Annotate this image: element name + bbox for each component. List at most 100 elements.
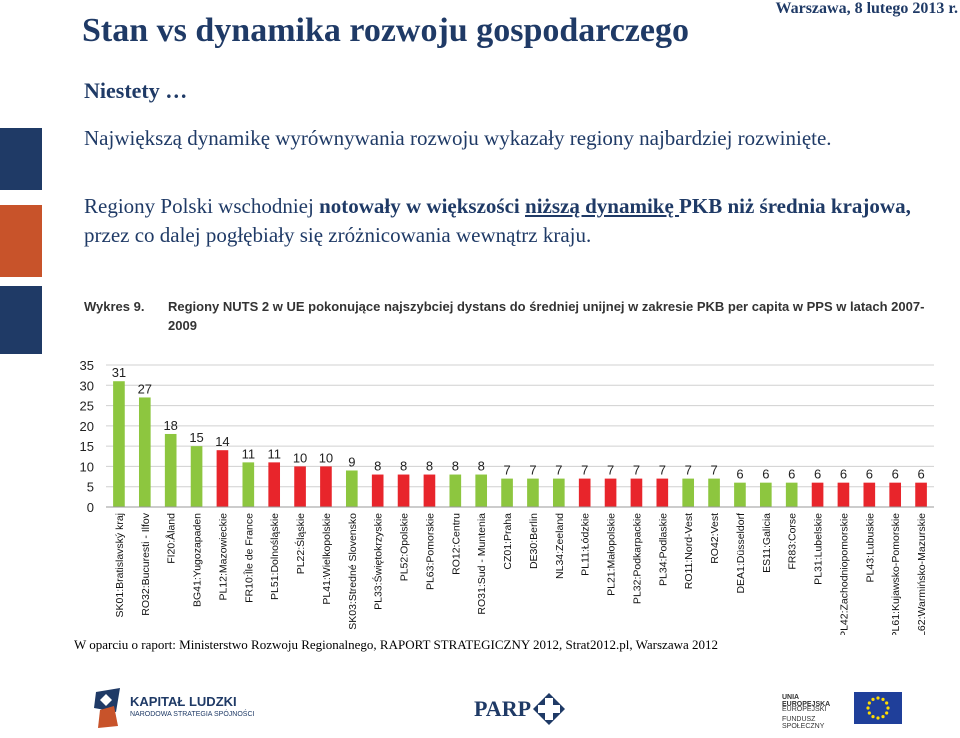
data-label: 10 [293,450,307,465]
category-label: PL42:Zachodniopomorskie [838,513,850,635]
kapital-ludzki-logo: KAPITAŁ LUDZKI NARODOWA STRATEGIA SPÓJNO… [92,686,262,730]
bar [578,478,591,507]
bar [708,478,720,507]
category-label: PL34:Podlaskie [657,513,669,586]
category-label: PL12:Mazowieckie [217,513,229,601]
eu-star [871,697,875,701]
data-label: 6 [866,467,873,482]
paragraph-2-a: Regiony Polski wschodniej [84,194,320,218]
bar [785,482,798,507]
data-label: 6 [814,467,821,482]
data-label: 7 [710,463,717,478]
data-label: 10 [319,450,333,465]
y-tick-label: 35 [80,358,94,373]
category-label: ES11:Galicia [761,513,773,573]
kapital-ludzki-emblem-icon [94,688,120,728]
bar [190,446,203,507]
data-label: 14 [215,434,229,449]
y-tick-label: 30 [80,378,94,393]
paragraph-2-b: notowały w większości [319,194,526,218]
eu-star [867,711,871,715]
eu-star [871,715,875,719]
bar-chart: 0 5 10 15 20 25 30 35 31 SK01:Bratislavský kraj 27… [80,358,934,635]
category-label: PL51:Dolnośląskie [269,513,281,600]
bar [294,466,306,507]
paragraph-2-d: PKB niż średnia krajowa, [679,194,911,218]
category-label: RO11:Nord-Vest [683,513,695,589]
bar [113,381,125,507]
bar [552,478,565,507]
bar [397,474,410,507]
data-label: 7 [503,463,510,478]
data-label: 8 [400,459,407,474]
category-label: RO12:Centru [450,513,462,575]
category-label: FI20:Åland [165,513,178,564]
data-label: 6 [892,467,899,482]
category-label: SK01:Bratislavský kraj [114,513,126,617]
bar [164,433,177,507]
data-label: 6 [762,467,769,482]
category-label: RO42:Vest [709,513,721,564]
category-label: PL62:Warmińsko-Mazurskie [916,513,928,635]
eu-star [885,711,889,715]
figure-label: Wykres 9. [84,299,145,314]
bar [527,478,539,507]
parp-logo: PARP [474,690,574,730]
data-label: 27 [138,381,152,396]
category-label: PL61:Kujawsko-Pomorskie [890,513,902,635]
eu-star [881,697,885,701]
data-label: 7 [529,463,536,478]
y-tick-label: 20 [80,419,94,434]
data-label: 7 [633,463,640,478]
paragraph-2: Regiony Polski wschodniej notowały w wię… [84,192,944,250]
bar [863,482,876,507]
figure-caption: Wykres 9. Regiony NUTS 2 w UE pokonujące… [84,297,944,335]
bar [630,478,643,507]
category-label: PL43:Lubuskie [864,513,876,583]
category-label: DEA1:Düsseldorf [735,513,747,594]
eu-star [881,715,885,719]
data-label: 7 [685,463,692,478]
data-label: 8 [426,459,433,474]
bar [475,474,488,507]
kapital-ludzki-title: KAPITAŁ LUDZKI [130,694,237,709]
category-label: PL21:Małopolskie [606,513,618,596]
bar [216,450,229,507]
data-label: 18 [163,418,177,433]
sidebar-block-navy-top [0,128,42,190]
sidebar-block-navy-bottom [0,286,42,354]
parp-emblem-icon [533,693,565,725]
bar [837,482,850,507]
category-label: FR10:Île de France [242,513,255,603]
eu-star [866,706,870,710]
data-label: 9 [348,454,355,469]
eu-star [867,701,871,705]
subheading: Niestety … [84,78,188,103]
category-label: CZ01:Praha [502,513,514,570]
data-label: 11 [267,446,281,461]
bar [734,482,746,507]
category-label: PL31:Lubelskie [813,513,825,585]
eu-text-2: EUROPEJSKI [782,706,827,713]
y-tick-label: 5 [87,480,94,495]
figure-caption-text: Regiony NUTS 2 w UE pokonujące najszybci… [168,299,925,333]
bar [889,482,902,507]
bar [138,397,151,507]
bar [501,478,513,507]
bar [423,474,436,507]
category-label: BG41:Yugozapaden [192,513,204,607]
eu-text-1: UNIA EUROPEJSKA [782,694,831,708]
paragraph-2-c: niższą dynamikę [525,194,680,218]
category-label: PL52:Opolskie [399,513,411,581]
paragraph-2-e: przez co dalej pogłębiały się zróżnicowa… [84,223,592,247]
data-label: 6 [788,467,795,482]
source-note: W oparciu o raport: Ministerstwo Rozwoju… [74,637,719,652]
data-label: 7 [607,463,614,478]
data-label: 11 [242,446,256,461]
eu-star [876,696,880,700]
bar [604,478,617,507]
bar [371,474,384,507]
bar [811,482,824,507]
eu-flag-icon [854,692,902,724]
category-label: PL22:Śląskie [294,513,307,574]
